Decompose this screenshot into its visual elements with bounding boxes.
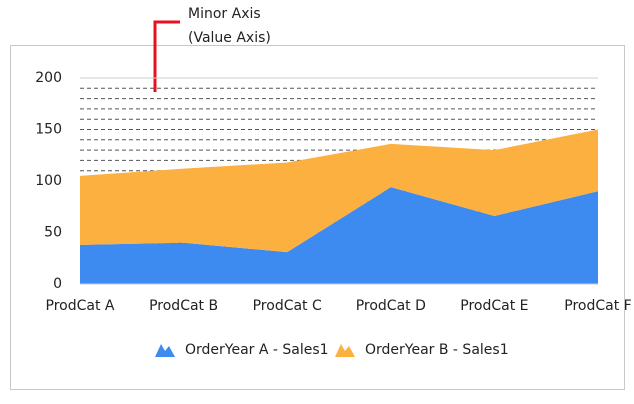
x-tick-label: ProdCat E (460, 298, 528, 314)
legend-label: OrderYear B - Sales1 (365, 342, 509, 358)
y-tick-label: 150 (35, 122, 62, 138)
legend-label: OrderYear A - Sales1 (185, 342, 329, 358)
x-tick-label: ProdCat B (149, 298, 218, 314)
x-tick-label: ProdCat D (356, 298, 426, 314)
area (80, 129, 598, 253)
legend-swatch (155, 344, 175, 357)
annotation-pointer (153, 20, 180, 92)
annotation: Minor Axis (188, 6, 261, 22)
x-tick-label: ProdCat A (46, 298, 115, 314)
x-tick-label: ProdCat C (253, 298, 322, 314)
y-tick-label: 200 (35, 70, 62, 86)
y-tick-label: 0 (53, 276, 62, 292)
chart-frame (10, 45, 625, 390)
y-tick-label: 100 (35, 173, 62, 189)
annotation: (Value Axis) (188, 30, 271, 46)
y-tick-label: 50 (44, 225, 62, 241)
area (80, 187, 598, 284)
x-tick-label: ProdCat F (564, 298, 631, 314)
legend-swatch (335, 344, 355, 357)
